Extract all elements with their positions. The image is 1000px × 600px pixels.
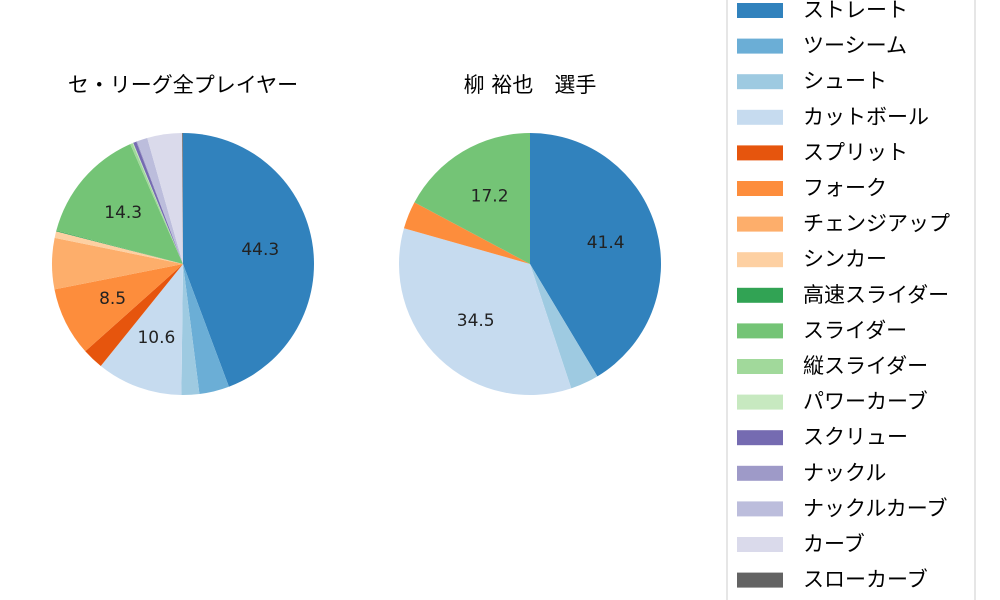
legend-items: ストレートツーシームシュートカットボールスプリットフォークチェンジアップシンカー… <box>737 0 950 592</box>
pie-slice <box>133 141 183 264</box>
legend-label: ツーシーム <box>803 34 907 58</box>
legend-item: ストレート <box>737 0 908 22</box>
pie-chart-2: 柳 裕也 選手 41.4 34.5 17.2 <box>398 73 662 395</box>
legend-item: フォーク <box>737 176 887 200</box>
legend-item: スライダー <box>737 318 907 342</box>
legend-swatch <box>737 572 783 588</box>
pie-slice <box>530 133 662 377</box>
legend-swatch <box>737 537 783 552</box>
legend-label: スローカーブ <box>803 568 928 592</box>
legend-label: 縦スライダー <box>803 354 928 378</box>
legend-swatch <box>737 430 783 446</box>
pie-slice <box>52 237 184 290</box>
legend-swatch <box>737 359 783 374</box>
legend-item: チェンジアップ <box>737 212 950 236</box>
legend-item: カットボール <box>737 105 929 129</box>
pie-slice <box>56 144 183 264</box>
slice-value-label: 14.3 <box>104 203 142 223</box>
legend-swatch <box>737 74 783 90</box>
legend-swatch <box>737 501 783 517</box>
pie-slice <box>54 231 183 264</box>
legend-item: 縦スライダー <box>737 354 928 378</box>
legend-swatch <box>737 38 783 54</box>
legend-item: シュート <box>737 69 887 93</box>
pie-slice <box>183 264 229 394</box>
legend-swatch <box>737 216 783 232</box>
pie-slice <box>181 264 200 396</box>
legend-label: カーブ <box>803 532 865 556</box>
legend-swatch <box>737 109 783 125</box>
legend-swatch <box>737 181 783 196</box>
legend-swatch <box>737 252 783 268</box>
pie-slice <box>414 133 530 264</box>
legend-label: シンカー <box>803 247 887 271</box>
pie-slice <box>54 264 184 352</box>
legend-item: カーブ <box>737 532 865 556</box>
legend-item: パワーカーブ <box>737 390 928 414</box>
legend-swatch <box>737 394 783 410</box>
slice-value-label: 34.5 <box>457 311 495 331</box>
legend-label: チェンジアップ <box>803 212 950 236</box>
legend-item: シンカー <box>737 247 887 271</box>
legend-frame <box>726 0 976 600</box>
pie-slice <box>130 143 183 264</box>
pie-slice <box>56 230 184 264</box>
pie-slice <box>403 202 530 264</box>
legend-item: スクリュー <box>737 425 908 449</box>
slice-value-label: 10.6 <box>137 328 175 348</box>
legend-label: 高速スライダー <box>803 283 949 307</box>
legend-label: スライダー <box>803 318 907 342</box>
legend-swatch <box>737 145 783 161</box>
pie-slice <box>147 133 183 264</box>
legend-item: 高速スライダー <box>737 283 949 307</box>
slice-value-label: 17.2 <box>471 187 509 207</box>
pie-slice <box>530 264 598 389</box>
pie-slice <box>398 228 572 395</box>
pie-slice <box>100 264 183 395</box>
legend-label: ナックルカーブ <box>803 496 947 520</box>
legend-swatch <box>737 287 783 303</box>
slice-value-label: 41.4 <box>587 233 625 253</box>
legend-item: スローカーブ <box>737 568 928 592</box>
pie-chart-1: セ・リーグ全プレイヤー 44.3 10.6 8.5 14.3 <box>52 73 315 396</box>
legend-label: カットボール <box>803 105 929 129</box>
legend-label: スプリット <box>803 140 908 164</box>
pie-charts: セ・リーグ全プレイヤー 44.3 10.6 8.5 14.3 柳 裕也 選手 41.4 34.… <box>52 73 662 396</box>
legend: ストレートツーシームシュートカットボールスプリットフォークチェンジアップシンカー… <box>726 0 976 600</box>
pie-title: セ・リーグ全プレイヤー <box>68 73 298 97</box>
legend-item: ナックル <box>737 461 886 485</box>
pie-slice <box>183 133 315 387</box>
legend-label: スクリュー <box>803 425 908 449</box>
pie-slice <box>132 142 183 264</box>
pie-slice <box>136 141 183 264</box>
legend-item: スプリット <box>737 140 908 164</box>
slice-value-label: 8.5 <box>99 289 126 309</box>
legend-label: ストレート <box>803 0 908 22</box>
pie-slice <box>85 264 183 366</box>
legend-label: ナックル <box>803 461 886 485</box>
legend-swatch <box>737 3 783 18</box>
legend-item: ナックルカーブ <box>737 496 947 520</box>
legend-swatch <box>737 465 783 481</box>
pie-slice <box>137 137 183 264</box>
legend-label: シュート <box>803 69 887 93</box>
slice-value-label: 44.3 <box>241 240 279 260</box>
pie-title: 柳 裕也 選手 <box>464 73 597 97</box>
legend-swatch <box>737 323 783 339</box>
legend-item: ツーシーム <box>737 34 907 58</box>
legend-label: フォーク <box>803 176 887 200</box>
legend-label: パワーカーブ <box>803 390 928 414</box>
pie-slice <box>182 132 183 264</box>
